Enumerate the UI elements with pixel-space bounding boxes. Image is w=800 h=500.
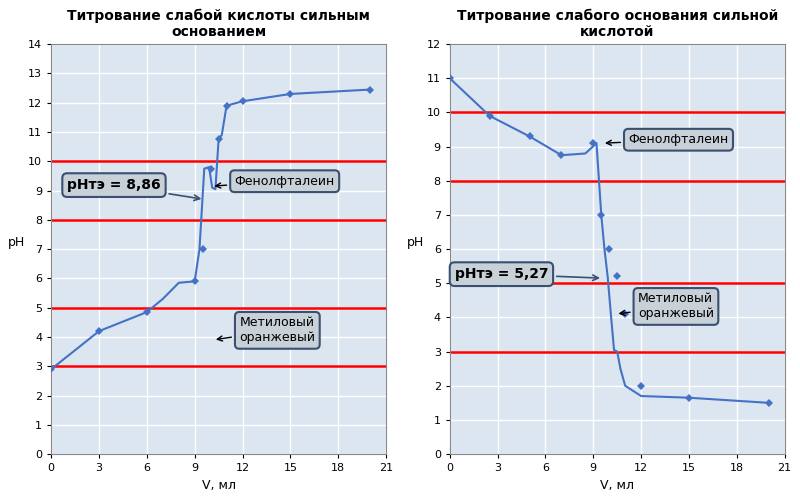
Text: Фенолфталеин: Фенолфталеин xyxy=(606,133,729,146)
X-axis label: V, мл: V, мл xyxy=(202,478,236,492)
Text: Метиловый
оранжевый: Метиловый оранжевый xyxy=(218,316,315,344)
Y-axis label: pH: pH xyxy=(8,236,26,249)
Title: Титрование слабого основания сильной
кислотой: Титрование слабого основания сильной кис… xyxy=(457,8,778,39)
Text: Метиловый
оранжевый: Метиловый оранжевый xyxy=(620,292,714,320)
Text: рНтэ = 8,86: рНтэ = 8,86 xyxy=(67,178,200,201)
Text: рНтэ = 5,27: рНтэ = 5,27 xyxy=(454,267,598,281)
Y-axis label: pH: pH xyxy=(407,236,424,249)
X-axis label: V, мл: V, мл xyxy=(600,478,634,492)
Text: Фенолфталеин: Фенолфталеин xyxy=(216,174,334,188)
Title: Титрование слабой кислоты сильным
основанием: Титрование слабой кислоты сильным основа… xyxy=(67,8,370,39)
